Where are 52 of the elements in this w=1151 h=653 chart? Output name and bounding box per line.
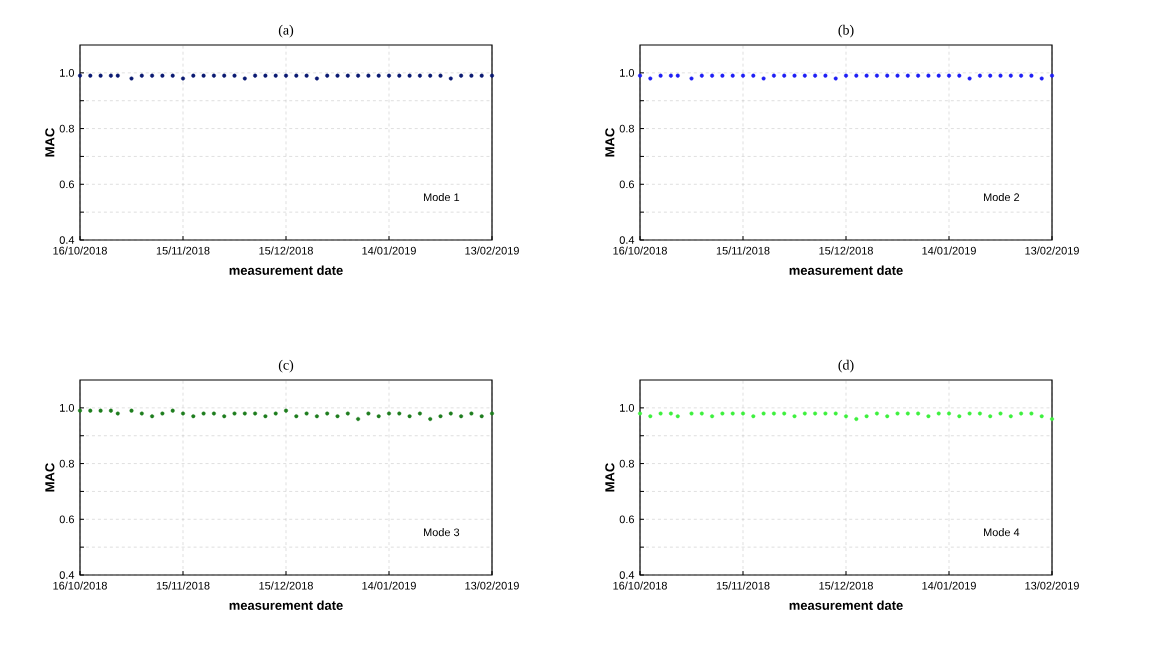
y-tick-label: 0.8 [59, 124, 74, 133]
x-tick-label: 15/11/2018 [156, 581, 210, 590]
x-tick-label: 13/02/2019 [465, 246, 519, 255]
y-tick-label: 0.6 [619, 515, 634, 524]
y-tick-label: 0.6 [59, 180, 74, 189]
chart-title: (a) [278, 24, 294, 38]
x-tick-label: 14/01/2019 [922, 246, 976, 255]
x-tick-label: 13/02/2019 [465, 581, 519, 590]
x-tick-label: 14/01/2019 [362, 581, 416, 590]
x-tick-label: 16/10/2018 [613, 581, 667, 590]
x-tick-label: 13/02/2019 [1025, 246, 1079, 255]
y-tick-label: 0.6 [59, 515, 74, 524]
x-tick-label: 16/10/2018 [613, 246, 667, 255]
x-tick-label: 15/12/2018 [819, 581, 873, 590]
x-tick-label: 16/10/2018 [53, 581, 107, 590]
x-tick-label: 15/12/2018 [819, 246, 873, 255]
y-axis-title: MAC [605, 463, 615, 492]
x-tick-label: 15/11/2018 [156, 246, 210, 255]
x-tick-label: 15/12/2018 [259, 246, 313, 255]
y-tick-label: 0.8 [59, 459, 74, 468]
x-tick-label: 14/01/2019 [362, 246, 416, 255]
annotation: Mode 3 [424, 528, 460, 537]
x-tick-label: 15/11/2018 [716, 581, 770, 590]
x-tick-label: 15/12/2018 [259, 581, 313, 590]
y-tick-label: 0.4 [59, 236, 75, 244]
x-axis-title: measurement date [229, 265, 343, 275]
y-tick-label: 1.0 [620, 68, 635, 77]
y-axis-title: MAC [45, 463, 55, 492]
chart-title: (b) [838, 24, 854, 38]
x-axis-title: measurement date [789, 600, 903, 610]
x-axis-title: measurement date [229, 600, 343, 610]
y-tick-label: 1.0 [60, 68, 75, 77]
chart-title: (c) [278, 359, 294, 373]
x-tick-label: 14/01/2019 [922, 581, 976, 590]
y-tick-label: 1.0 [60, 403, 75, 412]
y-tick-label: 0.4 [619, 571, 635, 579]
chart-title: (d) [838, 359, 854, 373]
y-tick-label: 0.4 [59, 571, 75, 579]
annotation: Mode 1 [424, 193, 460, 202]
annotation: Mode 2 [984, 193, 1020, 202]
y-tick-label: 0.8 [619, 459, 634, 468]
x-tick-label: 15/11/2018 [716, 246, 770, 255]
y-axis-title: MAC [45, 128, 55, 157]
y-tick-label: 1.0 [620, 403, 635, 412]
x-axis-title: measurement date [789, 265, 903, 275]
x-tick-label: 16/10/2018 [53, 246, 107, 255]
annotation: Mode 4 [984, 528, 1020, 537]
y-tick-label: 0.8 [619, 124, 634, 133]
y-tick-label: 0.4 [619, 236, 635, 244]
x-tick-label: 13/02/2019 [1025, 581, 1079, 590]
y-tick-label: 0.6 [619, 180, 634, 189]
y-axis-title: MAC [605, 128, 615, 157]
